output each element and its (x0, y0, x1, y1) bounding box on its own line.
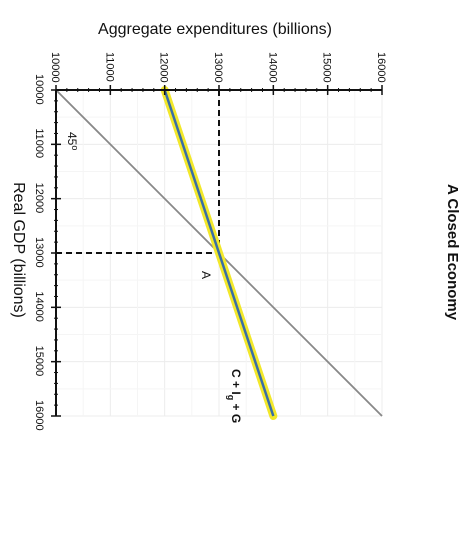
y-axis-title: Aggregate expenditures (billions) (98, 21, 332, 38)
ae-tick-label-11000: 11000 (103, 52, 115, 82)
point-a-label: A (199, 271, 213, 279)
ae-label-tail: + G (229, 400, 243, 423)
series-layer (55, 86, 383, 420)
chart-title: A Closed Economy (444, 184, 461, 321)
ae-label-main: C + I (229, 369, 243, 395)
gdp-tick-label-14000: 14000 (33, 291, 45, 322)
x-axis-title: Real GDP (billions) (10, 182, 27, 318)
line-45-degree: o (70, 145, 80, 150)
ae-line-label: C + Ig + G (226, 369, 243, 423)
gdp-tick-label-16000: 16000 (33, 400, 45, 431)
gdp-tick-label-12000: 12000 (33, 183, 45, 214)
gdp-tick-label-11000: 11000 (33, 128, 45, 158)
gdp-tick-label-10000: 10000 (33, 74, 45, 105)
ae-tick-label-10000: 10000 (49, 52, 61, 83)
ae-label-sub: g (226, 395, 236, 401)
ae-tick-label-14000: 14000 (266, 52, 278, 83)
point-a-text: A (199, 271, 213, 279)
line-45-label: 45o (65, 132, 80, 150)
ae-tick-label-16000: 16000 (375, 52, 387, 83)
line-45-label-text: 45 (65, 132, 79, 146)
ticks: 10000 11000 12000 13000 14000 15000 16000 10000… (33, 52, 387, 431)
series-line-ae (163, 89, 275, 417)
ae-tick-label-15000: 15000 (321, 52, 333, 83)
gdp-tick-label-15000: 15000 (33, 346, 45, 377)
svg-text:C + Ig + G: C + Ig + G (226, 369, 243, 423)
gdp-tick-label-13000: 13000 (33, 237, 45, 268)
svg-text:45o: 45o (65, 132, 80, 150)
equilibrium-guides (56, 90, 220, 254)
ae-tick-label-13000: 13000 (212, 52, 224, 83)
grid (55, 89, 383, 417)
ae-tick-label-12000: 12000 (158, 52, 170, 83)
